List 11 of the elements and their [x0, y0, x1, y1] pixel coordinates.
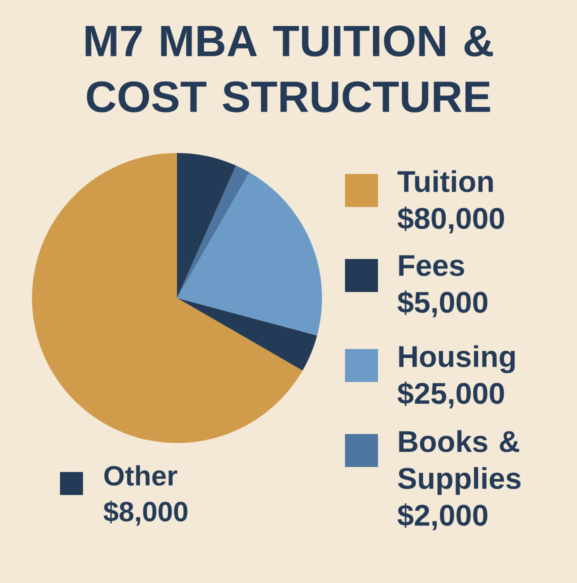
data-label: $2,000 [398, 503, 488, 530]
data-label: $25,000 [398, 382, 504, 408]
data-label: $8,000 [104, 500, 188, 526]
legend-label: Fees [399, 255, 464, 276]
data-label: $80,000 [398, 206, 504, 234]
data-label: $5,000 [398, 290, 488, 318]
legend-label: Housing [399, 345, 515, 374]
legend-label: Books & Supplies [398, 430, 521, 495]
legend-label: Tuition [398, 170, 493, 192]
legend-label: Other [104, 465, 178, 486]
chart-title: M7 MBA TUITION & COST STRUCTURE [86, 26, 493, 112]
